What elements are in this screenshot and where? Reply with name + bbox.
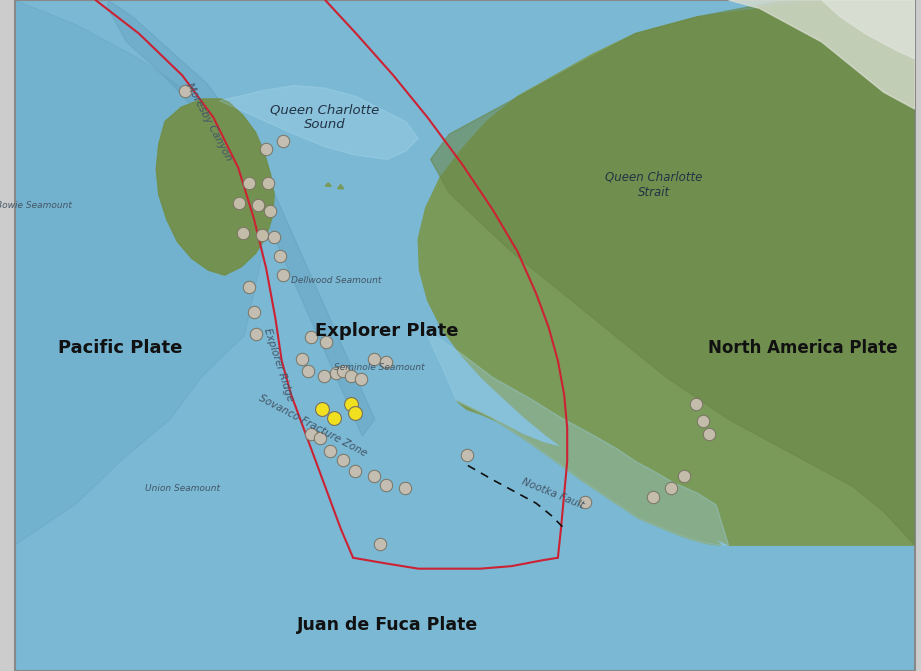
Point xyxy=(664,483,679,494)
Point xyxy=(677,471,692,482)
Polygon shape xyxy=(425,329,729,545)
Point xyxy=(313,433,328,444)
Polygon shape xyxy=(157,99,274,275)
Point xyxy=(354,374,368,384)
Point xyxy=(273,250,287,261)
Point xyxy=(275,270,290,280)
Point xyxy=(247,307,262,317)
Text: Sovanco Fracture Zone: Sovanco Fracture Zone xyxy=(257,393,368,459)
Polygon shape xyxy=(418,0,915,671)
Text: Union Seamount: Union Seamount xyxy=(145,484,220,493)
Point xyxy=(263,206,278,217)
Text: Queen Charlotte
Strait: Queen Charlotte Strait xyxy=(605,170,703,199)
Point xyxy=(689,399,704,410)
Polygon shape xyxy=(219,86,418,160)
Polygon shape xyxy=(457,401,721,545)
Point xyxy=(646,491,660,502)
Polygon shape xyxy=(108,0,375,436)
Point xyxy=(379,357,393,368)
Point xyxy=(702,429,717,440)
Point xyxy=(236,227,251,238)
Text: Explorer Plate: Explorer Plate xyxy=(315,322,459,340)
Point xyxy=(367,354,381,364)
Point xyxy=(304,332,319,343)
Point xyxy=(242,177,257,188)
Point xyxy=(259,144,274,154)
Point xyxy=(329,368,344,378)
Text: Queen Charlotte
Sound: Queen Charlotte Sound xyxy=(271,103,379,132)
Text: Explorer Ridge: Explorer Ridge xyxy=(262,327,295,403)
Polygon shape xyxy=(157,99,274,275)
Text: Pacific Plate: Pacific Plate xyxy=(58,339,182,357)
Point xyxy=(319,337,333,348)
Point xyxy=(397,483,412,494)
Text: Bowie Seamount: Bowie Seamount xyxy=(0,201,72,210)
Text: North America Plate: North America Plate xyxy=(708,339,898,357)
Point xyxy=(249,328,263,339)
Point xyxy=(335,365,350,376)
Point xyxy=(344,399,358,410)
Point xyxy=(294,354,309,364)
Point xyxy=(261,177,275,188)
Point xyxy=(367,471,381,482)
Polygon shape xyxy=(325,183,332,187)
Point xyxy=(275,136,290,146)
Point xyxy=(317,370,332,381)
Point xyxy=(347,466,362,476)
Point xyxy=(300,365,315,376)
Text: Seminole Seamount: Seminole Seamount xyxy=(334,363,426,372)
Text: Dellwood Seamount: Dellwood Seamount xyxy=(291,276,381,285)
Point xyxy=(327,412,342,423)
Point xyxy=(695,416,710,427)
Point xyxy=(344,370,358,381)
Polygon shape xyxy=(729,0,915,109)
Point xyxy=(178,85,192,96)
Point xyxy=(267,231,282,242)
Point xyxy=(251,200,265,211)
Point xyxy=(335,454,350,465)
Point xyxy=(304,429,319,440)
Text: Moresby Canyon: Moresby Canyon xyxy=(183,81,233,162)
Polygon shape xyxy=(431,0,915,545)
Text: Juan de Fuca Plate: Juan de Fuca Plate xyxy=(297,616,478,634)
Text: Nootka Fault: Nootka Fault xyxy=(520,476,586,510)
Point xyxy=(460,450,474,460)
Polygon shape xyxy=(15,0,263,545)
Point xyxy=(322,446,337,457)
Point xyxy=(254,229,269,240)
Point xyxy=(347,407,362,418)
Point xyxy=(232,197,247,208)
Polygon shape xyxy=(822,0,915,59)
Point xyxy=(379,479,393,490)
Polygon shape xyxy=(337,185,344,189)
Point xyxy=(315,404,330,415)
Point xyxy=(242,282,257,293)
Point xyxy=(577,496,592,507)
Point xyxy=(372,538,387,549)
